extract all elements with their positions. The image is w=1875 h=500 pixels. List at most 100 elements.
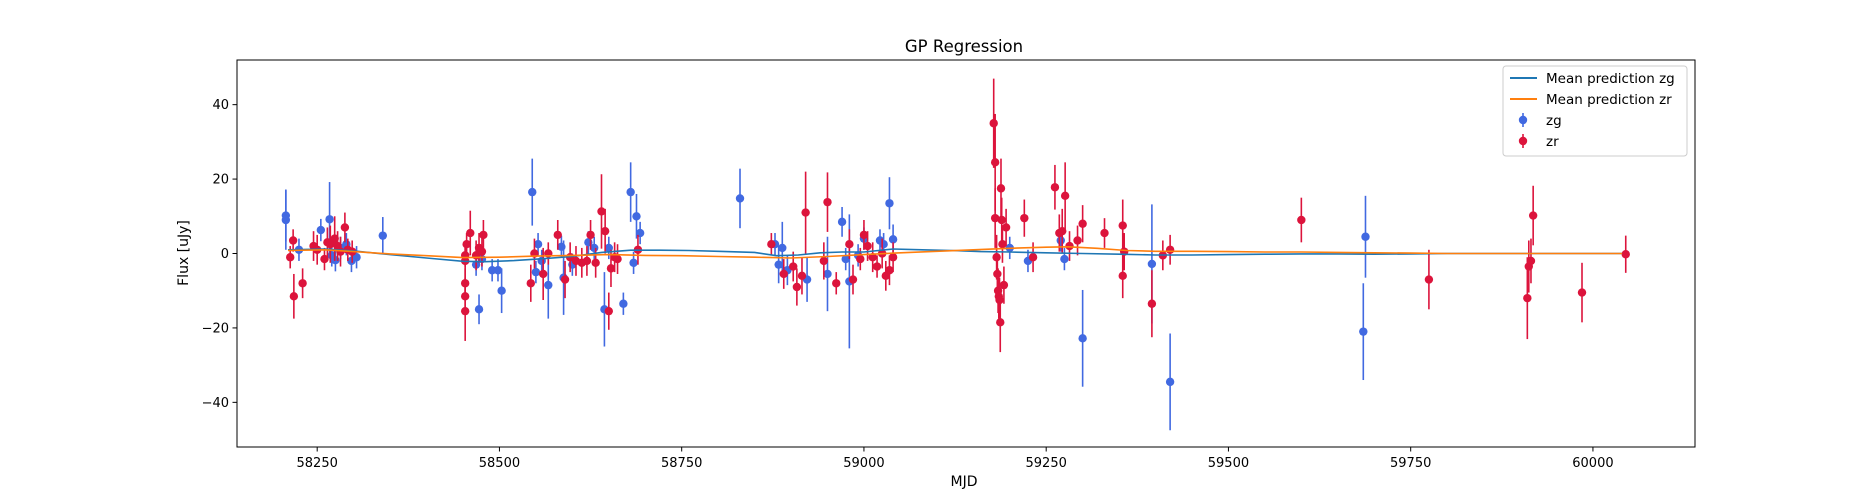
data-point	[538, 269, 548, 279]
data-point	[560, 275, 570, 284]
data-point	[845, 239, 854, 249]
data-point	[1078, 334, 1087, 343]
data-point	[1028, 253, 1038, 262]
data-point	[533, 239, 543, 249]
data-point	[792, 282, 802, 292]
data-point	[863, 241, 872, 251]
legend: Mean prediction zg Mean prediction zr zg zr	[1502, 65, 1688, 157]
data-point	[819, 256, 829, 266]
legend-frame	[1502, 65, 1688, 157]
data-point	[998, 239, 1007, 249]
data-point	[868, 253, 877, 262]
data-point	[604, 306, 613, 316]
legend-entry-label: Mean prediction zg	[1546, 71, 1675, 87]
data-point	[872, 262, 882, 271]
data-point	[340, 223, 350, 232]
y-axis-label: Flux [uJy]	[176, 220, 192, 286]
data-point	[1147, 299, 1157, 308]
data-point	[591, 258, 600, 268]
data-point	[767, 239, 776, 249]
legend-entry-label: zr	[1546, 134, 1559, 150]
data-point	[1050, 183, 1060, 192]
data-point	[990, 213, 1000, 223]
data-point	[526, 279, 535, 288]
data-point	[619, 299, 628, 308]
data-point	[316, 225, 326, 235]
data-point	[859, 230, 869, 240]
y-axis: −40 −20 0 20 40	[202, 98, 237, 411]
data-point	[1001, 223, 1011, 232]
data-point	[1056, 236, 1065, 245]
data-point	[544, 280, 553, 290]
data-point	[990, 158, 1000, 167]
data-point	[778, 243, 787, 253]
data-point	[1523, 293, 1532, 303]
data-point	[879, 239, 888, 249]
data-point	[613, 254, 622, 264]
data-point	[462, 239, 471, 249]
data-point	[626, 187, 635, 197]
data-point	[888, 235, 898, 244]
x-tick-label: 59750	[1390, 456, 1431, 471]
legend-marker-swatch	[1518, 115, 1528, 125]
data-point	[1424, 275, 1434, 284]
data-point	[1577, 288, 1587, 297]
data-point	[325, 215, 334, 224]
line-mean-prediction-zg	[287, 248, 1623, 263]
y-tick-label: −40	[202, 396, 229, 411]
x-tick-label: 59000	[843, 456, 884, 471]
data-point	[487, 266, 497, 275]
data-point	[735, 194, 745, 203]
y-tick-label: 20	[212, 173, 229, 188]
y-tick-label: −20	[202, 321, 229, 336]
x-tick-label: 59250	[1026, 456, 1067, 471]
data-point	[1060, 254, 1069, 264]
data-point	[832, 279, 841, 288]
data-point	[1100, 228, 1109, 238]
x-axis-label: MJD	[951, 474, 978, 490]
data-point	[1060, 191, 1070, 201]
data-point	[632, 212, 641, 221]
data-point	[289, 292, 299, 301]
data-point	[997, 215, 1006, 225]
data-point	[528, 187, 537, 197]
data-point	[1361, 232, 1370, 241]
data-point	[330, 234, 339, 243]
legend-entry-label: zg	[1546, 113, 1562, 129]
data-point	[1065, 241, 1074, 251]
data-point	[629, 258, 638, 268]
data-point	[531, 267, 541, 277]
data-point	[996, 184, 1006, 193]
data-point	[1118, 221, 1127, 230]
data-point	[466, 228, 475, 238]
data-point	[477, 247, 487, 256]
data-point	[789, 262, 798, 271]
x-tick-label: 60000	[1572, 456, 1613, 471]
data-point	[600, 226, 610, 236]
data-point	[823, 269, 832, 279]
data-point	[989, 119, 998, 128]
data-point	[1528, 211, 1538, 220]
data-point	[1078, 219, 1087, 228]
data-point	[801, 208, 810, 217]
data-point	[1147, 259, 1157, 269]
data-point	[586, 230, 595, 240]
data-point	[856, 254, 865, 264]
chart-title: GP Regression	[905, 37, 1023, 56]
legend-marker-swatch	[1518, 136, 1528, 146]
data-point	[286, 253, 295, 262]
data-point	[378, 231, 387, 240]
x-tick-label: 58250	[297, 456, 338, 471]
data-point	[1073, 236, 1082, 245]
x-tick-label: 58750	[661, 456, 702, 471]
series-zr	[286, 78, 1630, 353]
data-point	[848, 275, 858, 284]
data-point	[885, 266, 894, 275]
data-point	[996, 318, 1005, 327]
data-point	[888, 253, 898, 262]
data-point	[298, 279, 307, 288]
data-point	[841, 254, 850, 264]
line-mean-prediction-zr	[287, 245, 1623, 259]
data-point	[288, 236, 298, 245]
